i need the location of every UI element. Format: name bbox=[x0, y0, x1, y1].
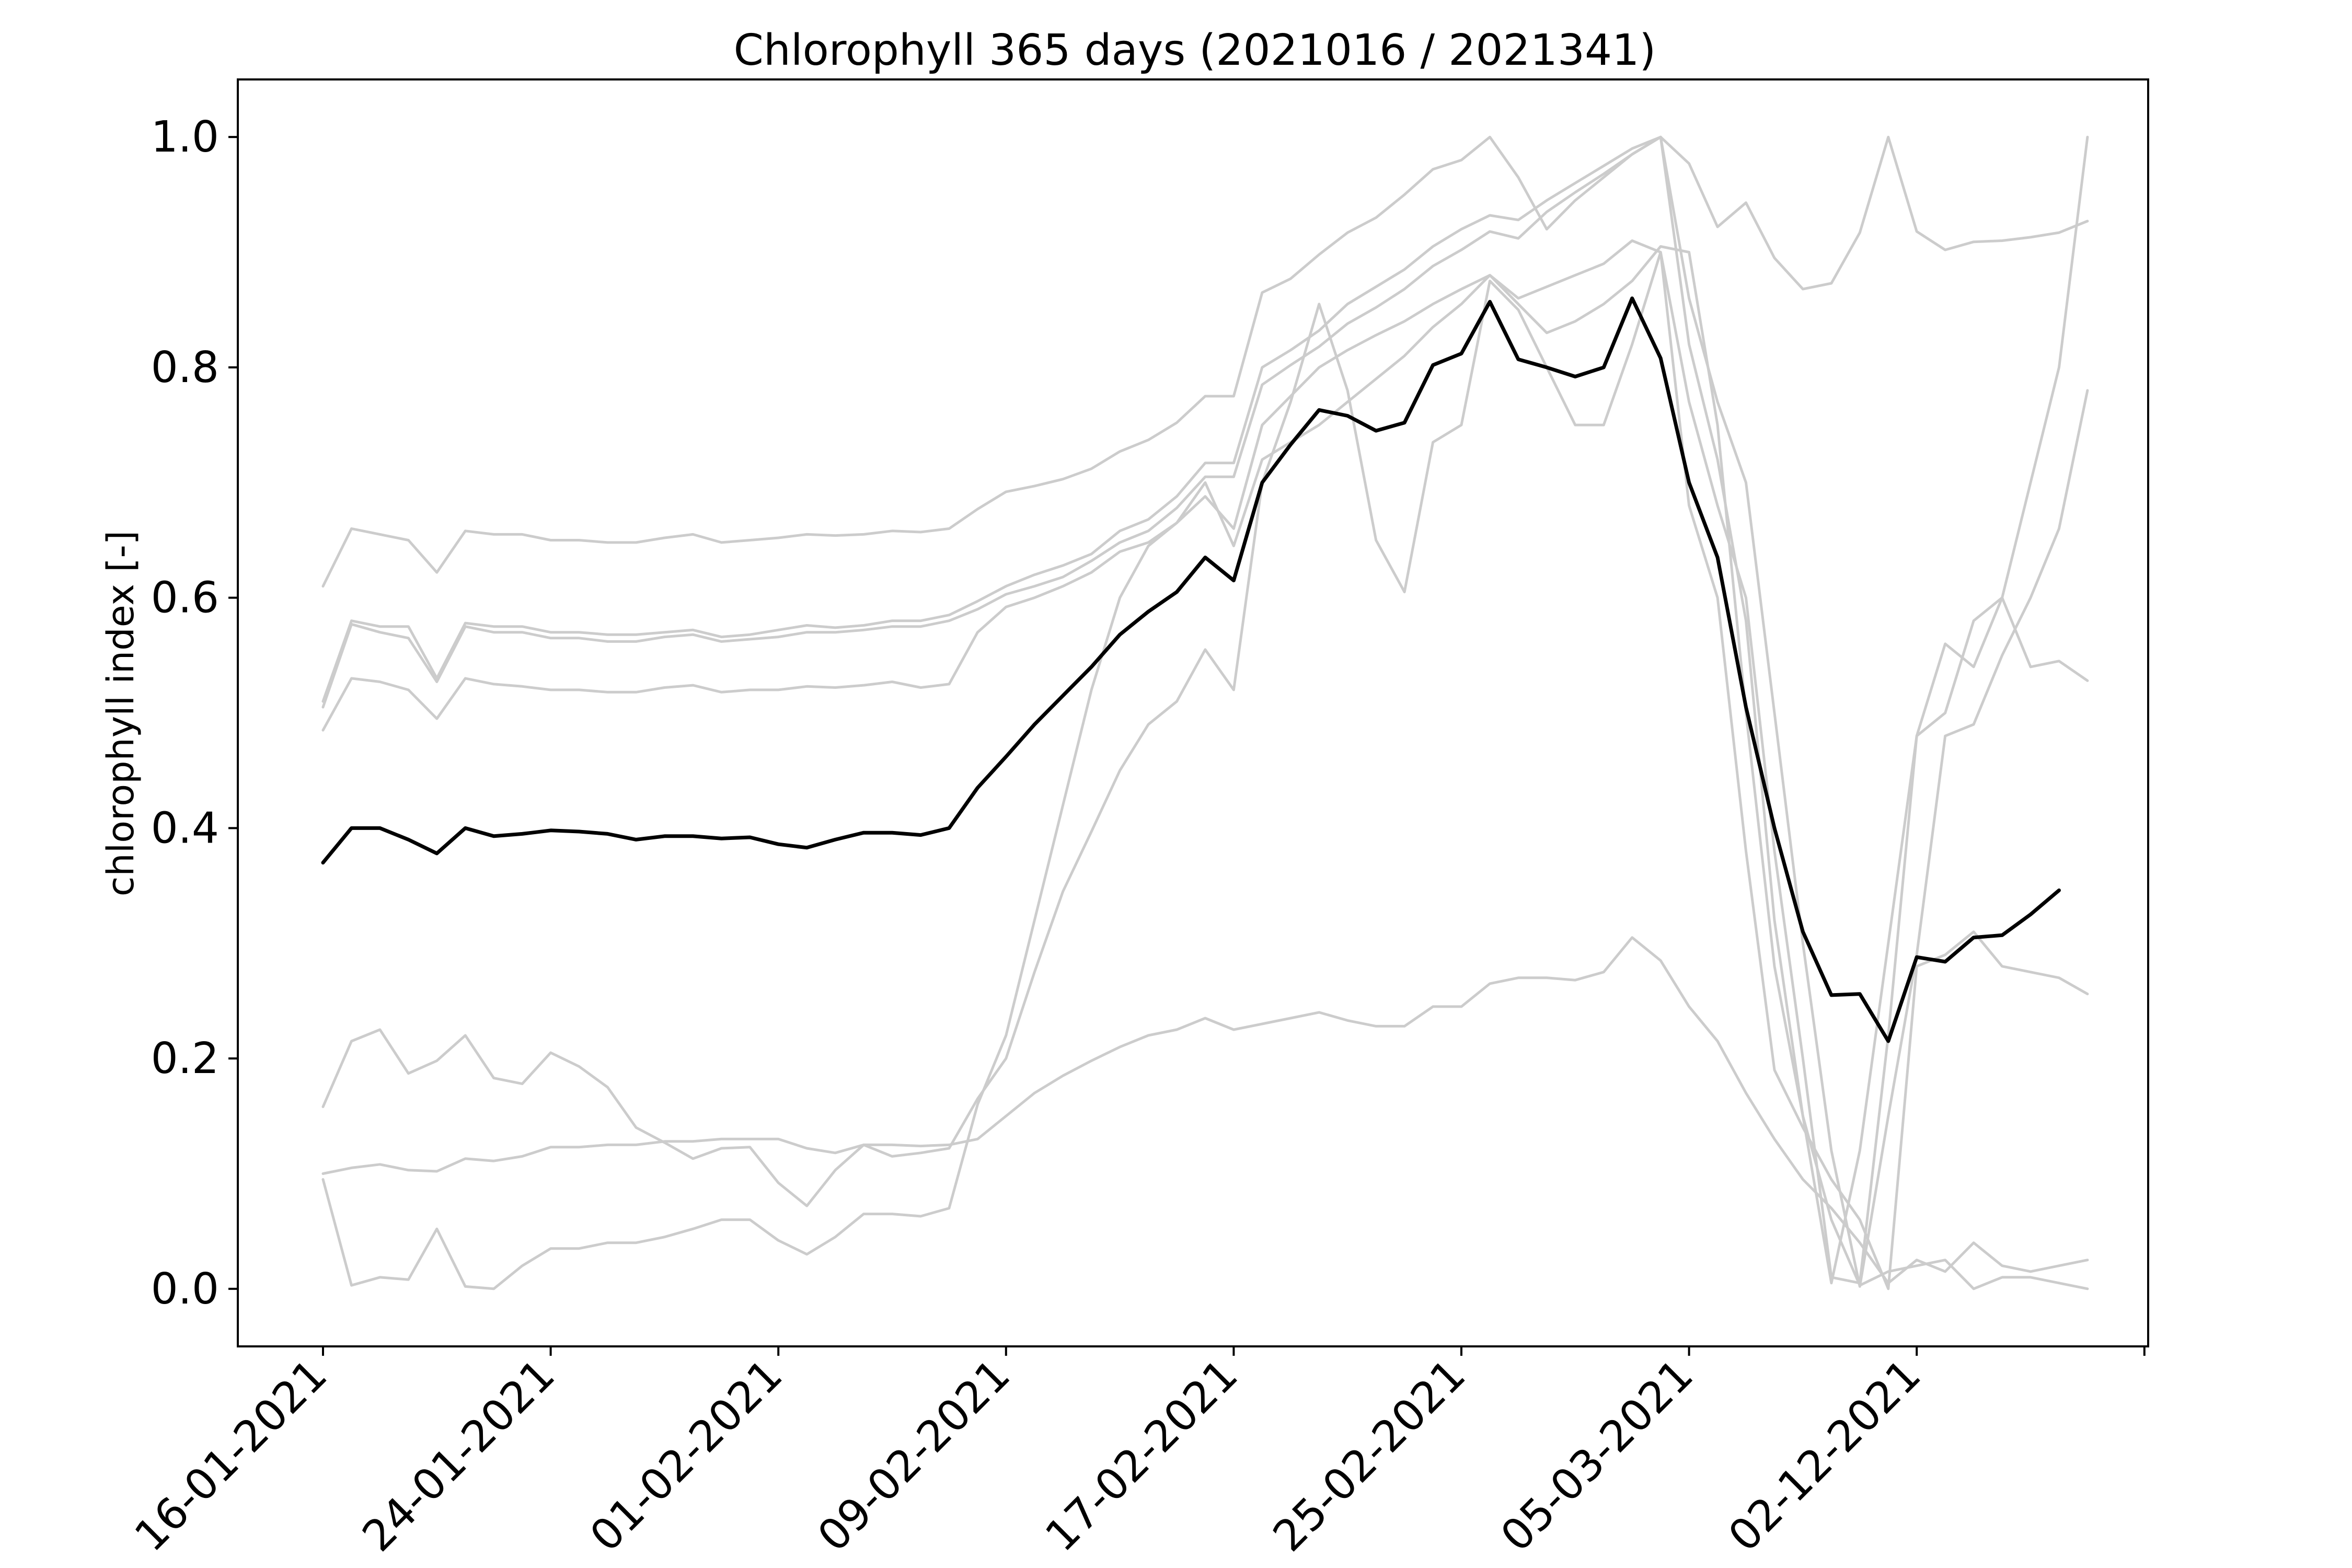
y-axis-label: chlorophyll index [-] bbox=[99, 531, 142, 896]
x-tick-label: 16-01-2021 bbox=[125, 1350, 337, 1561]
x-tick-label: 02-12-2021 bbox=[1719, 1350, 1930, 1561]
series-line-member-1 bbox=[321, 135, 2089, 588]
x-tick-label: 17-02-2021 bbox=[1036, 1350, 1247, 1561]
series-line-member-2 bbox=[321, 135, 2089, 1288]
y-axis: 0.0 0.2 0.4 0.6 0.8 1.0 bbox=[151, 112, 238, 1314]
series-line-member-6 bbox=[321, 936, 2089, 1285]
x-tick-label: 24-01-2021 bbox=[353, 1350, 564, 1561]
y-tick-label: 0.4 bbox=[151, 803, 219, 853]
x-tick-label: 25-02-2021 bbox=[1264, 1350, 1475, 1561]
y-tick-label: 0.8 bbox=[151, 343, 219, 393]
y-tick-label: 0.0 bbox=[151, 1264, 219, 1314]
x-tick-label: 01-02-2021 bbox=[581, 1350, 792, 1561]
y-tick-label: 1.0 bbox=[151, 112, 219, 162]
series-line-member-3 bbox=[321, 135, 2089, 1285]
axes-frame bbox=[237, 78, 2149, 1347]
x-axis: 16-01-2021 24-01-2021 01-02-2021 09-02-2021… bbox=[125, 1346, 2146, 1561]
y-tick-label: 0.2 bbox=[151, 1034, 219, 1083]
series-line-mean bbox=[321, 296, 2061, 1043]
x-tick-label: 05-03-2021 bbox=[1492, 1350, 1703, 1561]
series-line-member-4 bbox=[321, 239, 2089, 1285]
series-line-member-7 bbox=[321, 245, 2089, 1290]
series-line-member-5 bbox=[321, 251, 2089, 1290]
x-tick-label: 09-02-2021 bbox=[809, 1350, 1020, 1561]
y-tick-label: 0.6 bbox=[151, 573, 219, 623]
chart-title: Chlorophyll 365 days (2021016 / 2021341) bbox=[734, 26, 1656, 75]
plot-area bbox=[321, 135, 2089, 1290]
